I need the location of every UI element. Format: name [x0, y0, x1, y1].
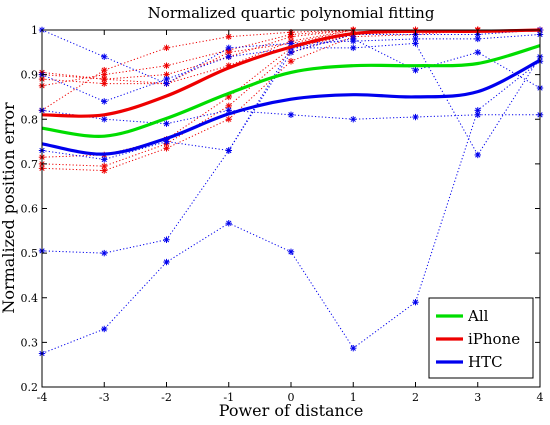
sample-point	[101, 98, 108, 105]
sample-point	[163, 44, 170, 52]
sample-point	[101, 325, 108, 333]
chart-title: Normalized quartic polynomial fitting	[148, 4, 435, 22]
ticks-layer: -4 -3 -2 -1 0 1 2 3 4 0.2 0.3 0.4 0.5 0.6 0.7 0.8 0.9 1	[21, 24, 544, 404]
sample-point	[101, 75, 108, 83]
series-line-htc	[41, 58, 541, 156]
sample-point	[101, 162, 108, 170]
sample-point	[225, 53, 232, 60]
sample-point	[412, 40, 419, 47]
sample-point	[101, 80, 108, 87]
sample-point	[101, 66, 108, 74]
sample-point	[287, 111, 295, 118]
x-tick-label: -3	[99, 391, 110, 404]
sample-point	[163, 75, 170, 83]
sample-point	[350, 35, 357, 43]
sample-point	[412, 66, 419, 74]
x-tick-label: 4	[537, 391, 544, 404]
sample-point	[225, 116, 232, 123]
fitted-series-layer	[41, 28, 541, 156]
sample-point	[163, 80, 170, 87]
sample-point	[350, 344, 357, 352]
x-tick-label: -1	[223, 391, 234, 404]
legend-label-all: All	[467, 307, 489, 325]
sample-point	[474, 107, 481, 114]
sample-point	[163, 258, 170, 266]
sample-point	[287, 58, 295, 65]
y-tick-label: 0.2	[21, 381, 39, 394]
sample-point	[101, 156, 108, 163]
sample-point	[350, 44, 357, 52]
sample-point	[163, 62, 170, 69]
sample-point	[101, 53, 108, 60]
sample-point	[412, 113, 419, 121]
legend-label-iphone: iPhone	[468, 330, 520, 348]
x-tick-label: 0	[288, 391, 295, 404]
y-tick-label: 0.3	[21, 336, 39, 349]
y-tick-label: 0.8	[21, 113, 39, 126]
x-tick-label: -2	[161, 391, 172, 404]
sample-point	[101, 116, 108, 123]
sample-point	[474, 151, 481, 159]
sample-point	[163, 120, 170, 127]
sample-point	[474, 49, 481, 56]
sample-point	[350, 116, 357, 123]
sample-point	[412, 299, 419, 306]
sample-point	[225, 33, 232, 40]
sample-point	[225, 147, 232, 154]
y-tick-label: 0.5	[21, 247, 39, 260]
x-axis-title: Power of distance	[219, 401, 364, 420]
y-tick-label: 0.6	[21, 203, 39, 216]
y-axis-title: Normalized position error	[0, 102, 18, 314]
y-tick-label: 0.9	[21, 69, 39, 82]
sample-point	[225, 44, 232, 52]
legend-label-htc: HTC	[468, 353, 503, 371]
series-line-all	[41, 44, 541, 138]
x-tick-label: -4	[37, 391, 48, 404]
sample-point	[101, 249, 108, 257]
y-tick-label: 0.7	[21, 158, 39, 171]
series-line-iphone	[41, 28, 541, 118]
sample-point	[287, 248, 295, 255]
legend: All iPhone HTC	[428, 297, 534, 379]
x-tick-label: 3	[474, 391, 481, 404]
y-tick-label: 1	[31, 24, 38, 37]
sample-point	[163, 236, 170, 243]
y-tick-label: 0.4	[21, 292, 39, 305]
sample-point	[225, 220, 232, 227]
x-tick-label: 1	[350, 391, 357, 404]
x-tick-label: 2	[412, 391, 419, 404]
